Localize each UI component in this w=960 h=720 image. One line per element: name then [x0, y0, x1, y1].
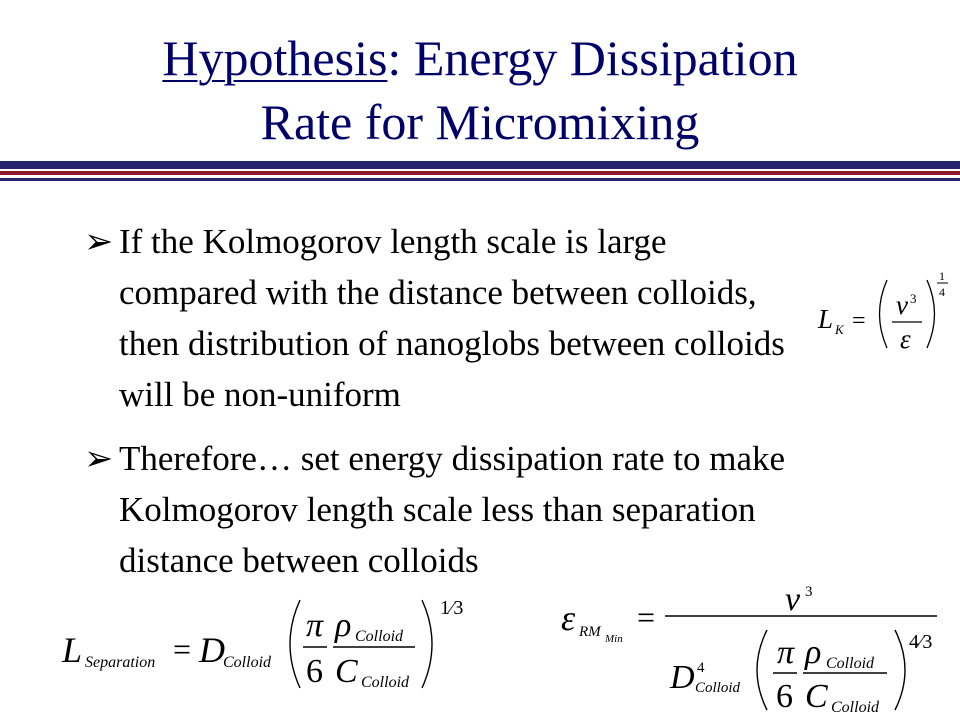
bullet-text-1: If the Kolmogorov length scale is large …	[119, 222, 785, 414]
eq-epsilon-subscript: RM	[578, 624, 602, 640]
eq-numerator-exponent: 3	[910, 291, 917, 306]
eq-power-numerator: 1	[939, 269, 945, 283]
title-hypothesis-word: Hypothesis	[162, 30, 388, 86]
eq-C-subscript: Colloid	[831, 699, 880, 716]
right-paren	[894, 629, 906, 711]
eq-subscript: K	[834, 322, 845, 337]
bullet-text-2: Therefore… set energy dissipation rate t…	[119, 439, 786, 580]
eq-pi: π	[777, 634, 795, 671]
left-paren	[289, 599, 301, 689]
min-energy-dissipation-equation: ε RM Min = ν 3 D 4 Colloid π 6 ρ Colloid…	[561, 581, 937, 716]
eq-rho: ρ	[804, 634, 821, 671]
eq-equals: =	[637, 599, 655, 635]
eq-denominator: ε	[900, 324, 911, 354]
eq-C: C	[335, 653, 358, 690]
eq-numerator: ν	[785, 581, 801, 618]
left-paren	[878, 279, 888, 349]
separation-distance-equation: L Separation = D Colloid π 6 ρ Colloid C…	[61, 597, 463, 691]
eq-power-denominator: 4	[939, 285, 945, 299]
eq-six: 6	[306, 653, 323, 690]
right-paren	[926, 279, 936, 349]
eq-rho-subscript: Colloid	[355, 628, 404, 645]
eq-power: 4⁄3	[909, 631, 932, 653]
eq-D-subscript: Colloid	[223, 654, 272, 671]
title-rule-middle	[0, 171, 960, 175]
arrow-bullet-icon: ➢	[84, 222, 114, 261]
eq-D: D	[198, 630, 225, 670]
title-line1-rest: : Energy Dissipation	[387, 30, 798, 86]
eq-symbol: L	[817, 304, 833, 334]
eq-equals: =	[852, 308, 866, 334]
eq-D: D	[669, 659, 695, 696]
left-paren	[756, 629, 768, 711]
arrow-bullet-icon: ➢	[84, 439, 114, 478]
bullet-item-1: ➢ If the Kolmogorov length scale is larg…	[84, 216, 804, 420]
eq-symbol: L	[61, 630, 82, 670]
eq-C-subscript: Colloid	[361, 674, 410, 691]
title-line2: Rate for Micromixing	[260, 94, 700, 150]
eq-rho: ρ	[334, 607, 351, 644]
eq-subscript: Separation	[85, 654, 155, 671]
eq-epsilon-subsubscript: Min	[604, 633, 623, 645]
eq-numerator: ν	[896, 290, 908, 320]
eq-pi: π	[306, 607, 324, 644]
bullet-item-2: ➢ Therefore… set energy dissipation rate…	[84, 433, 874, 586]
eq-D-superscript: 4	[697, 660, 705, 676]
slide-title: Hypothesis: Energy Dissipation Rate for …	[0, 26, 960, 154]
eq-six: 6	[776, 678, 793, 715]
eq-rho-subscript: Colloid	[826, 655, 875, 672]
title-rule-bottom	[0, 178, 960, 181]
eq-equals: =	[173, 631, 191, 667]
eq-epsilon: ε	[561, 598, 576, 638]
eq-power: 1⁄3	[440, 597, 463, 619]
eq-numerator-exponent: 3	[805, 584, 813, 600]
eq-C: C	[805, 678, 828, 715]
title-rule-top	[0, 161, 960, 169]
right-paren	[421, 599, 433, 689]
eq-D-subscript: Colloid	[695, 680, 741, 696]
kolmogorov-length-equation: L K = ν 3 ε 1 4	[817, 269, 948, 354]
